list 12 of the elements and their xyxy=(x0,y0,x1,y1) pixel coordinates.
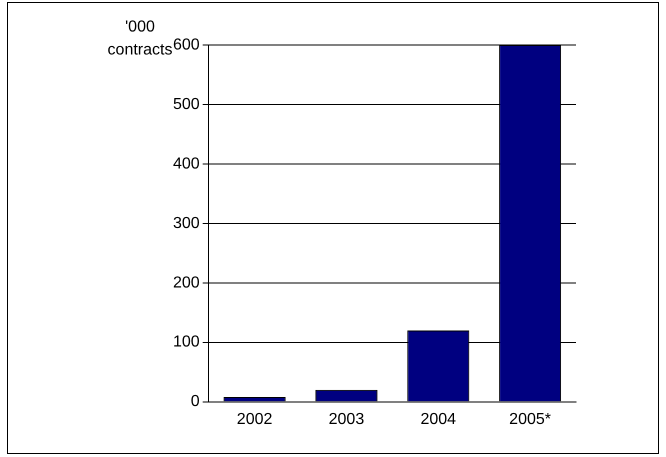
x-tick-label: 2005* xyxy=(509,410,551,428)
y-axis-title: '000 contracts xyxy=(108,18,172,58)
y-tick-label: 300 xyxy=(172,214,200,232)
x-tick-label: 2004 xyxy=(420,410,456,428)
y-tick-label: 600 xyxy=(172,36,200,54)
y-tick-label: 400 xyxy=(172,155,200,172)
y-tick-label: 500 xyxy=(172,96,200,113)
x-tick-label: 2002 xyxy=(236,410,273,428)
y-tick-label: 100 xyxy=(172,334,200,351)
y-tick-label: 0 xyxy=(190,393,200,410)
y-tick-label: 200 xyxy=(172,274,200,292)
x-tick-label: 2003 xyxy=(328,410,364,428)
